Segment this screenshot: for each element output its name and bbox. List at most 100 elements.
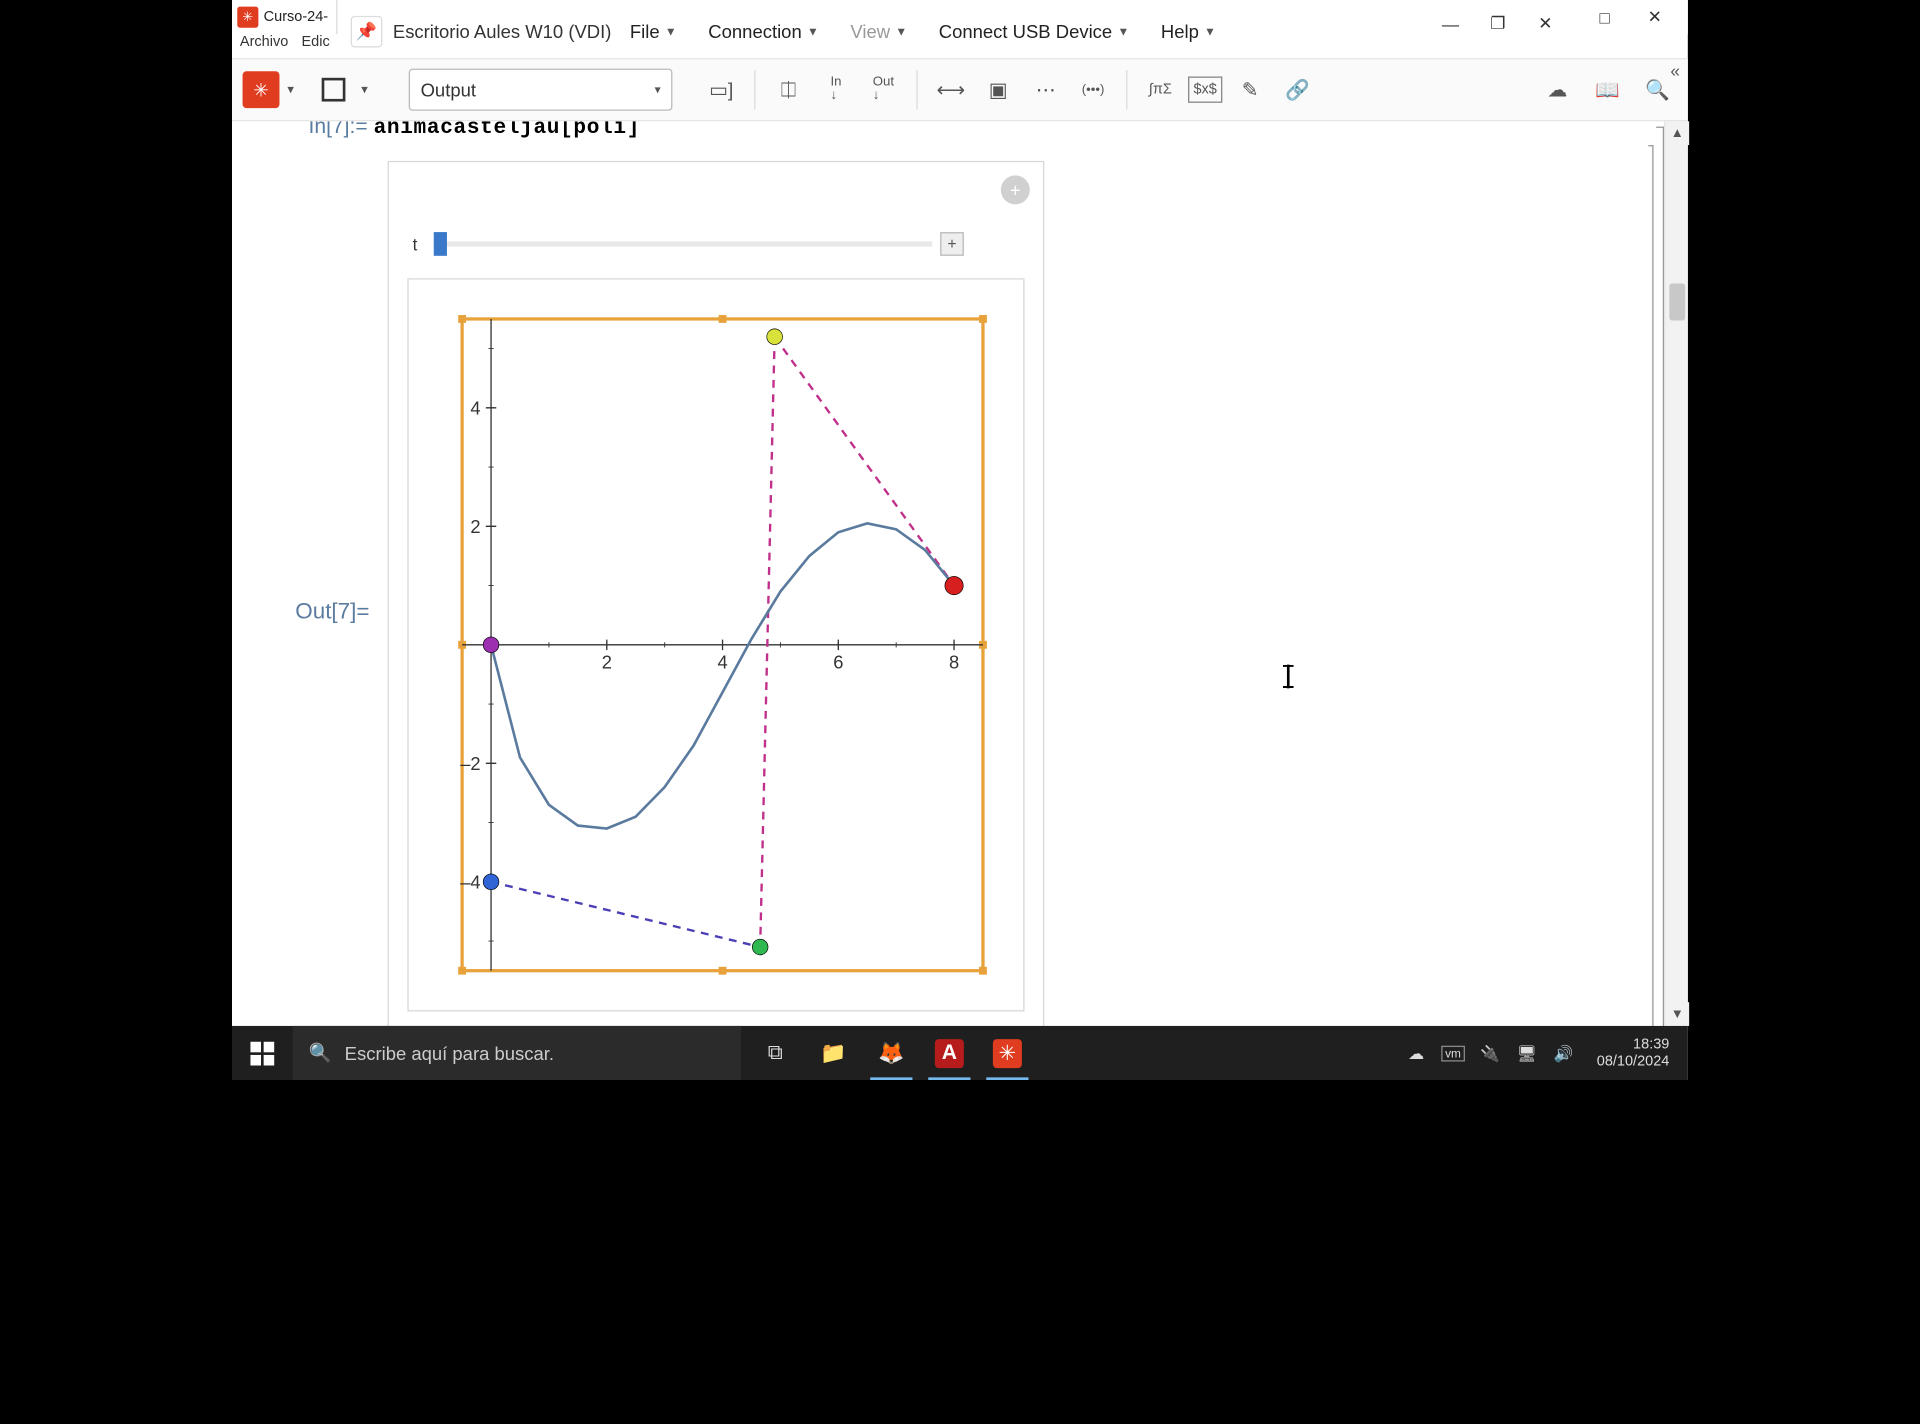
chevron-down-icon[interactable]: ▾ (287, 82, 305, 97)
vm-icon[interactable]: vm (1441, 1045, 1465, 1061)
cell-bracket[interactable] (1656, 127, 1664, 1037)
vdi-title: Escritorio Aules W10 (VDI) (393, 21, 612, 42)
svg-text:–4: –4 (460, 871, 480, 892)
more-icon[interactable]: ⋯ (1026, 70, 1066, 110)
manipulate-options-icon[interactable]: + (1001, 175, 1030, 204)
scroll-up-icon[interactable]: ▲ (1665, 121, 1689, 145)
cell-bracket[interactable] (1648, 145, 1653, 1029)
plot: 2 4 6 8 –4 –2 2 4 (440, 298, 1004, 992)
vdi-window-buttons: — ❐ ✕ (1440, 13, 1556, 34)
volume-icon[interactable]: 🔊 (1552, 1044, 1576, 1062)
vdi-menu-help[interactable]: Help▼ (1161, 21, 1216, 42)
display-icon[interactable]: 🖥 (1515, 1044, 1539, 1062)
vdi-minimize-button[interactable]: — (1440, 13, 1461, 34)
text-cursor-icon[interactable]: ⟷ (931, 70, 971, 110)
move-in-icon[interactable]: In↓ (816, 70, 856, 110)
date-label: 08/10/2024 (1597, 1053, 1670, 1070)
docs-icon[interactable]: 📖 (1588, 70, 1628, 110)
vdi-menu-file[interactable]: File▼ (630, 21, 677, 42)
evaluate-icon[interactable]: ✳ (243, 71, 280, 108)
taskbar: 🔍 Escribe aquí para buscar. ⧉ 📁 🦊 A ✳ ☁ … (232, 1026, 1688, 1080)
pin-icon[interactable]: 📌 (351, 16, 383, 48)
collapse-toolbar-icon[interactable]: « (1670, 61, 1680, 81)
clock[interactable]: 18:39 08/10/2024 (1589, 1036, 1677, 1069)
acrobat-icon[interactable]: A (920, 1026, 978, 1080)
vdi-menu-view[interactable]: View▼ (850, 21, 907, 42)
cloud-icon[interactable]: ☁ (1537, 70, 1577, 110)
vdi-restore-button[interactable]: ❐ (1487, 13, 1508, 34)
chevron-down-icon: ▼ (1117, 25, 1129, 38)
vdi-close-button[interactable]: ✕ (1535, 13, 1556, 34)
time-label: 18:39 (1597, 1036, 1670, 1053)
search-icon: 🔍 (308, 1042, 331, 1064)
svg-text:2: 2 (602, 651, 612, 672)
vdi-menu: File▼ Connection▼ View▼ Connect USB Devi… (630, 21, 1216, 42)
menu-edic[interactable]: Edic (301, 34, 329, 58)
taskview-icon[interactable]: ⧉ (746, 1026, 804, 1080)
abort-icon[interactable] (314, 70, 354, 110)
taskbar-search[interactable]: 🔍 Escribe aquí para buscar. (293, 1026, 741, 1080)
notebook-menubar-fragment: Archivo Edic (232, 34, 338, 58)
scroll-down-icon[interactable]: ▼ (1665, 1002, 1689, 1026)
document-tab[interactable]: ✳ Curso-24- (232, 0, 337, 34)
vdi-menu-usb[interactable]: Connect USB Device▼ (939, 21, 1129, 42)
plot-frame: 2 4 6 8 –4 –2 2 4 (407, 278, 1024, 1011)
cell-format-value: Output (421, 79, 476, 100)
slider-variable-label: t (413, 234, 426, 254)
slider-row: t + (413, 228, 964, 260)
os-maximize-button[interactable]: □ (1596, 8, 1614, 26)
output-cell-label: Out[7]= (295, 599, 369, 625)
plot-svg: 2 4 6 8 –4 –2 2 4 (440, 298, 1004, 992)
move-out-icon[interactable]: Out↓ (864, 70, 904, 110)
firefox-icon[interactable]: 🦊 (862, 1026, 920, 1080)
slider-expand-icon[interactable]: + (940, 232, 964, 256)
manipulate-panel: + t + 2 4 6 8 –4 –2 2 4 (388, 161, 1045, 1026)
vdi-titlebar: 📌 Escritorio Aules W10 (VDI) File▼ Conne… (351, 13, 1556, 50)
svg-text:6: 6 (833, 651, 843, 672)
start-button[interactable] (232, 1026, 293, 1080)
svg-text:8: 8 (949, 651, 959, 672)
svg-text:–2: –2 (460, 753, 480, 774)
tex-icon[interactable]: $x$ (1188, 76, 1222, 102)
chevron-down-icon: ▼ (895, 25, 907, 38)
group-cells-icon[interactable]: ⎅ (769, 70, 809, 110)
vdi-menu-connection[interactable]: Connection▼ (708, 21, 818, 42)
slider-thumb[interactable] (434, 232, 447, 256)
chevron-down-icon[interactable]: ▾ (361, 82, 379, 97)
toolbar: ✳ ▾ ▾ Output ▾ ▭] ⎅ In↓ Out↓ ⟷ ▣ ⋯ (•••)… (232, 58, 1688, 121)
explorer-icon[interactable]: 📁 (804, 1026, 862, 1080)
chevron-down-icon: ▼ (1204, 25, 1216, 38)
menu-archivo[interactable]: Archivo (240, 34, 288, 58)
wolfram-taskbar-icon[interactable]: ✳ (978, 1026, 1036, 1080)
usb-icon[interactable]: 🔌 (1478, 1044, 1502, 1062)
pattern-icon[interactable]: (•••) (1073, 70, 1113, 110)
app-window: □ ✕ ✳ Curso-24- Archivo Edic 📌 Escritori… (232, 0, 1688, 1080)
text-cursor-icon (1287, 665, 1290, 689)
input-cell-label: In[7]:= animacasteljau[poli] (308, 121, 640, 139)
scrollbar-thumb[interactable] (1669, 284, 1685, 320)
svg-text:4: 4 (717, 651, 727, 672)
math-palette-icon[interactable]: ∫πΣ (1141, 70, 1181, 110)
slider-t[interactable] (434, 241, 932, 246)
wolfram-icon: ✳ (237, 7, 258, 28)
notebook-area[interactable]: In[7]:= animacasteljau[poli] Out[7]= + t… (232, 121, 1654, 1026)
task-icons: ⧉ 📁 🦊 A ✳ (746, 1026, 1036, 1080)
svg-text:2: 2 (470, 516, 480, 537)
input-code: animacasteljau[poli] (374, 121, 640, 139)
os-close-button[interactable]: ✕ (1646, 8, 1664, 26)
link-icon[interactable]: 🔗 (1278, 70, 1318, 110)
cell-format-select[interactable]: Output ▾ (409, 69, 673, 111)
chevron-down-icon: ▼ (665, 25, 677, 38)
frame-icon[interactable]: ▣ (978, 70, 1018, 110)
network-icon[interactable]: ☁ (1404, 1044, 1428, 1062)
windows-icon (250, 1041, 274, 1065)
chevron-down-icon: ▾ (655, 82, 661, 97)
vertical-scrollbar[interactable]: ▲ ▼ (1664, 121, 1688, 1026)
system-tray: ☁ vm 🔌 🖥 🔊 18:39 08/10/2024 (1404, 1036, 1688, 1069)
document-tab-title: Curso-24- (264, 9, 328, 25)
edit-icon[interactable]: ✎ (1230, 70, 1270, 110)
cell-convert-icon[interactable]: ▭] (701, 70, 741, 110)
chevron-down-icon: ▼ (807, 25, 819, 38)
search-placeholder: Escribe aquí para buscar. (345, 1042, 554, 1063)
svg-text:4: 4 (470, 397, 480, 418)
